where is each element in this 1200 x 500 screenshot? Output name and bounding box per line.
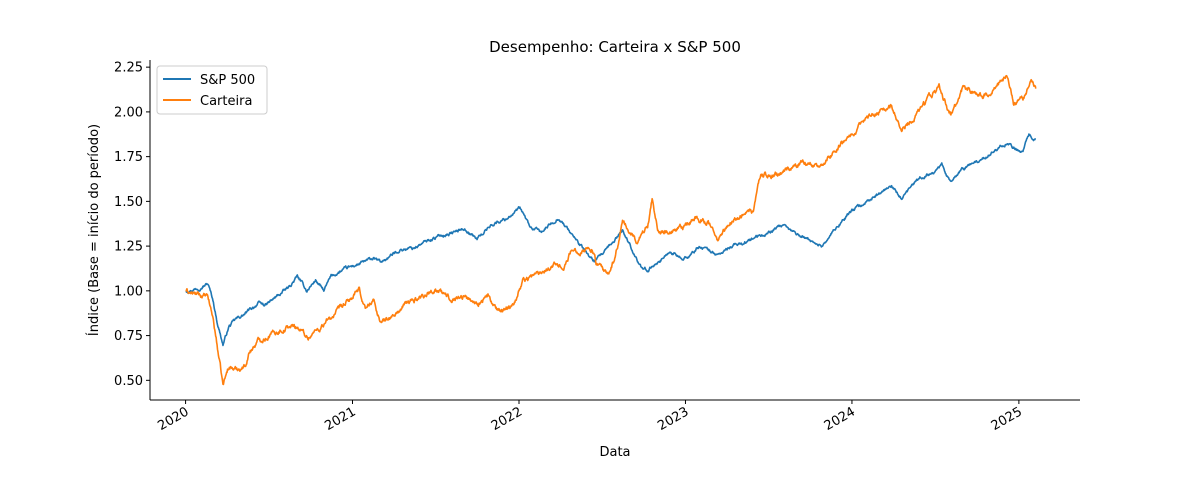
legend-label-sp500: S&P 500 xyxy=(200,73,255,88)
y-tick-label: 1.00 xyxy=(114,284,143,299)
y-tick-label: 0.50 xyxy=(114,374,143,389)
y-tick-label: 2.00 xyxy=(114,105,143,120)
y-tick-label: 2.25 xyxy=(114,61,143,76)
series-line-sp500 xyxy=(185,133,1037,347)
y-tick-label: 1.75 xyxy=(114,150,143,165)
legend-label-carteira: Carteira xyxy=(200,94,252,109)
chart-title: Desempenho: Carteira x S&P 500 xyxy=(489,38,741,56)
series-line-carteira xyxy=(185,74,1037,386)
y-axis-label: Índice (Base = início do período) xyxy=(86,124,102,336)
y-tick-label: 0.75 xyxy=(114,329,143,344)
series-group xyxy=(185,74,1037,386)
legend: S&P 500 Carteira xyxy=(156,65,268,115)
y-tick-label: 1.50 xyxy=(114,195,143,210)
y-tick-label: 1.25 xyxy=(114,240,143,255)
y-axis: 0.50 0.75 1.00 1.25 1.50 1.75 2.00 2.25 xyxy=(114,61,150,389)
x-axis-label: Data xyxy=(599,445,630,460)
